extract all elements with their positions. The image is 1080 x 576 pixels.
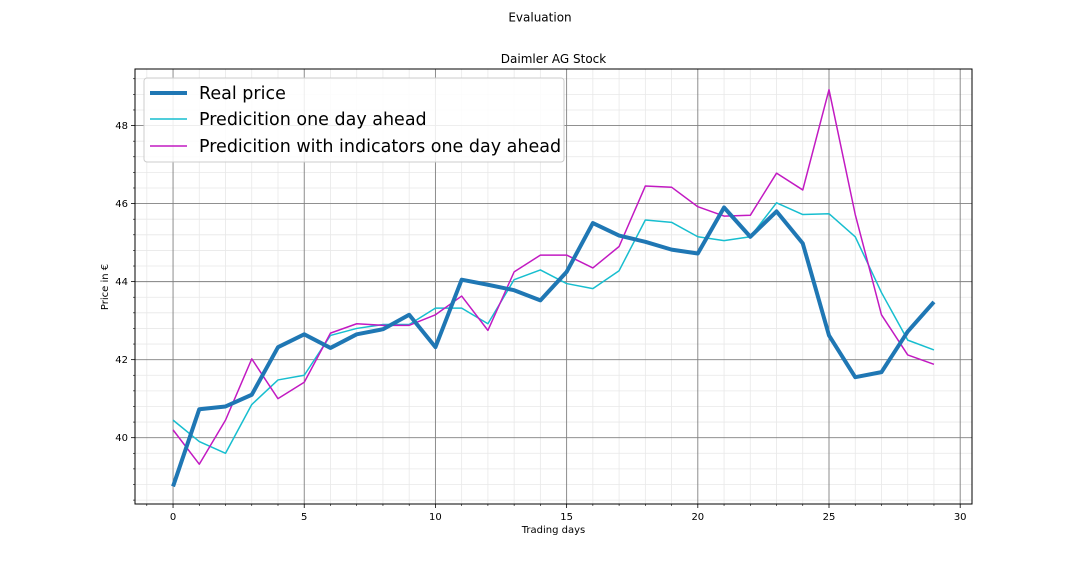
legend-label: Predicition one day ahead	[199, 110, 427, 130]
legend: Real price Predicition one day ahead Predi…	[143, 77, 565, 163]
legend-label: Real price	[199, 84, 286, 104]
y-tick-label: 46	[115, 199, 128, 210]
series-layer	[171, 88, 936, 488]
x-tick-label: 0	[170, 512, 176, 523]
y-tick-label: 40	[115, 433, 128, 444]
x-tick-label: 5	[301, 512, 307, 523]
y-tick-label: 44	[115, 277, 128, 288]
x-axis: 0 5 10 15 20 25 30	[146, 504, 967, 523]
series-line-prediction-with-indicators	[172, 88, 935, 465]
x-tick-label: 25	[823, 512, 836, 523]
x-tick-label: 30	[954, 512, 967, 523]
figure-suptitle: Evaluation	[508, 11, 571, 25]
y-tick-label: 48	[115, 121, 128, 132]
chart-title: Daimler AG Stock	[501, 52, 606, 66]
y-axis: 40 42 44 46 48	[115, 78, 135, 501]
series-line-real-price	[171, 205, 936, 488]
plot-frame	[134, 68, 973, 505]
x-tick-label: 20	[691, 512, 704, 523]
y-tick-label: 42	[115, 355, 128, 366]
legend-box	[143, 77, 565, 163]
series-line-prediction	[172, 202, 935, 455]
x-tick-label: 15	[560, 512, 573, 523]
major-grid	[135, 69, 972, 504]
x-axis-label: Trading days	[521, 525, 585, 536]
y-axis-label: Price in €	[100, 264, 111, 310]
x-tick-label: 10	[429, 512, 442, 523]
legend-label: Predicition with indicators one day ahea…	[199, 137, 561, 157]
